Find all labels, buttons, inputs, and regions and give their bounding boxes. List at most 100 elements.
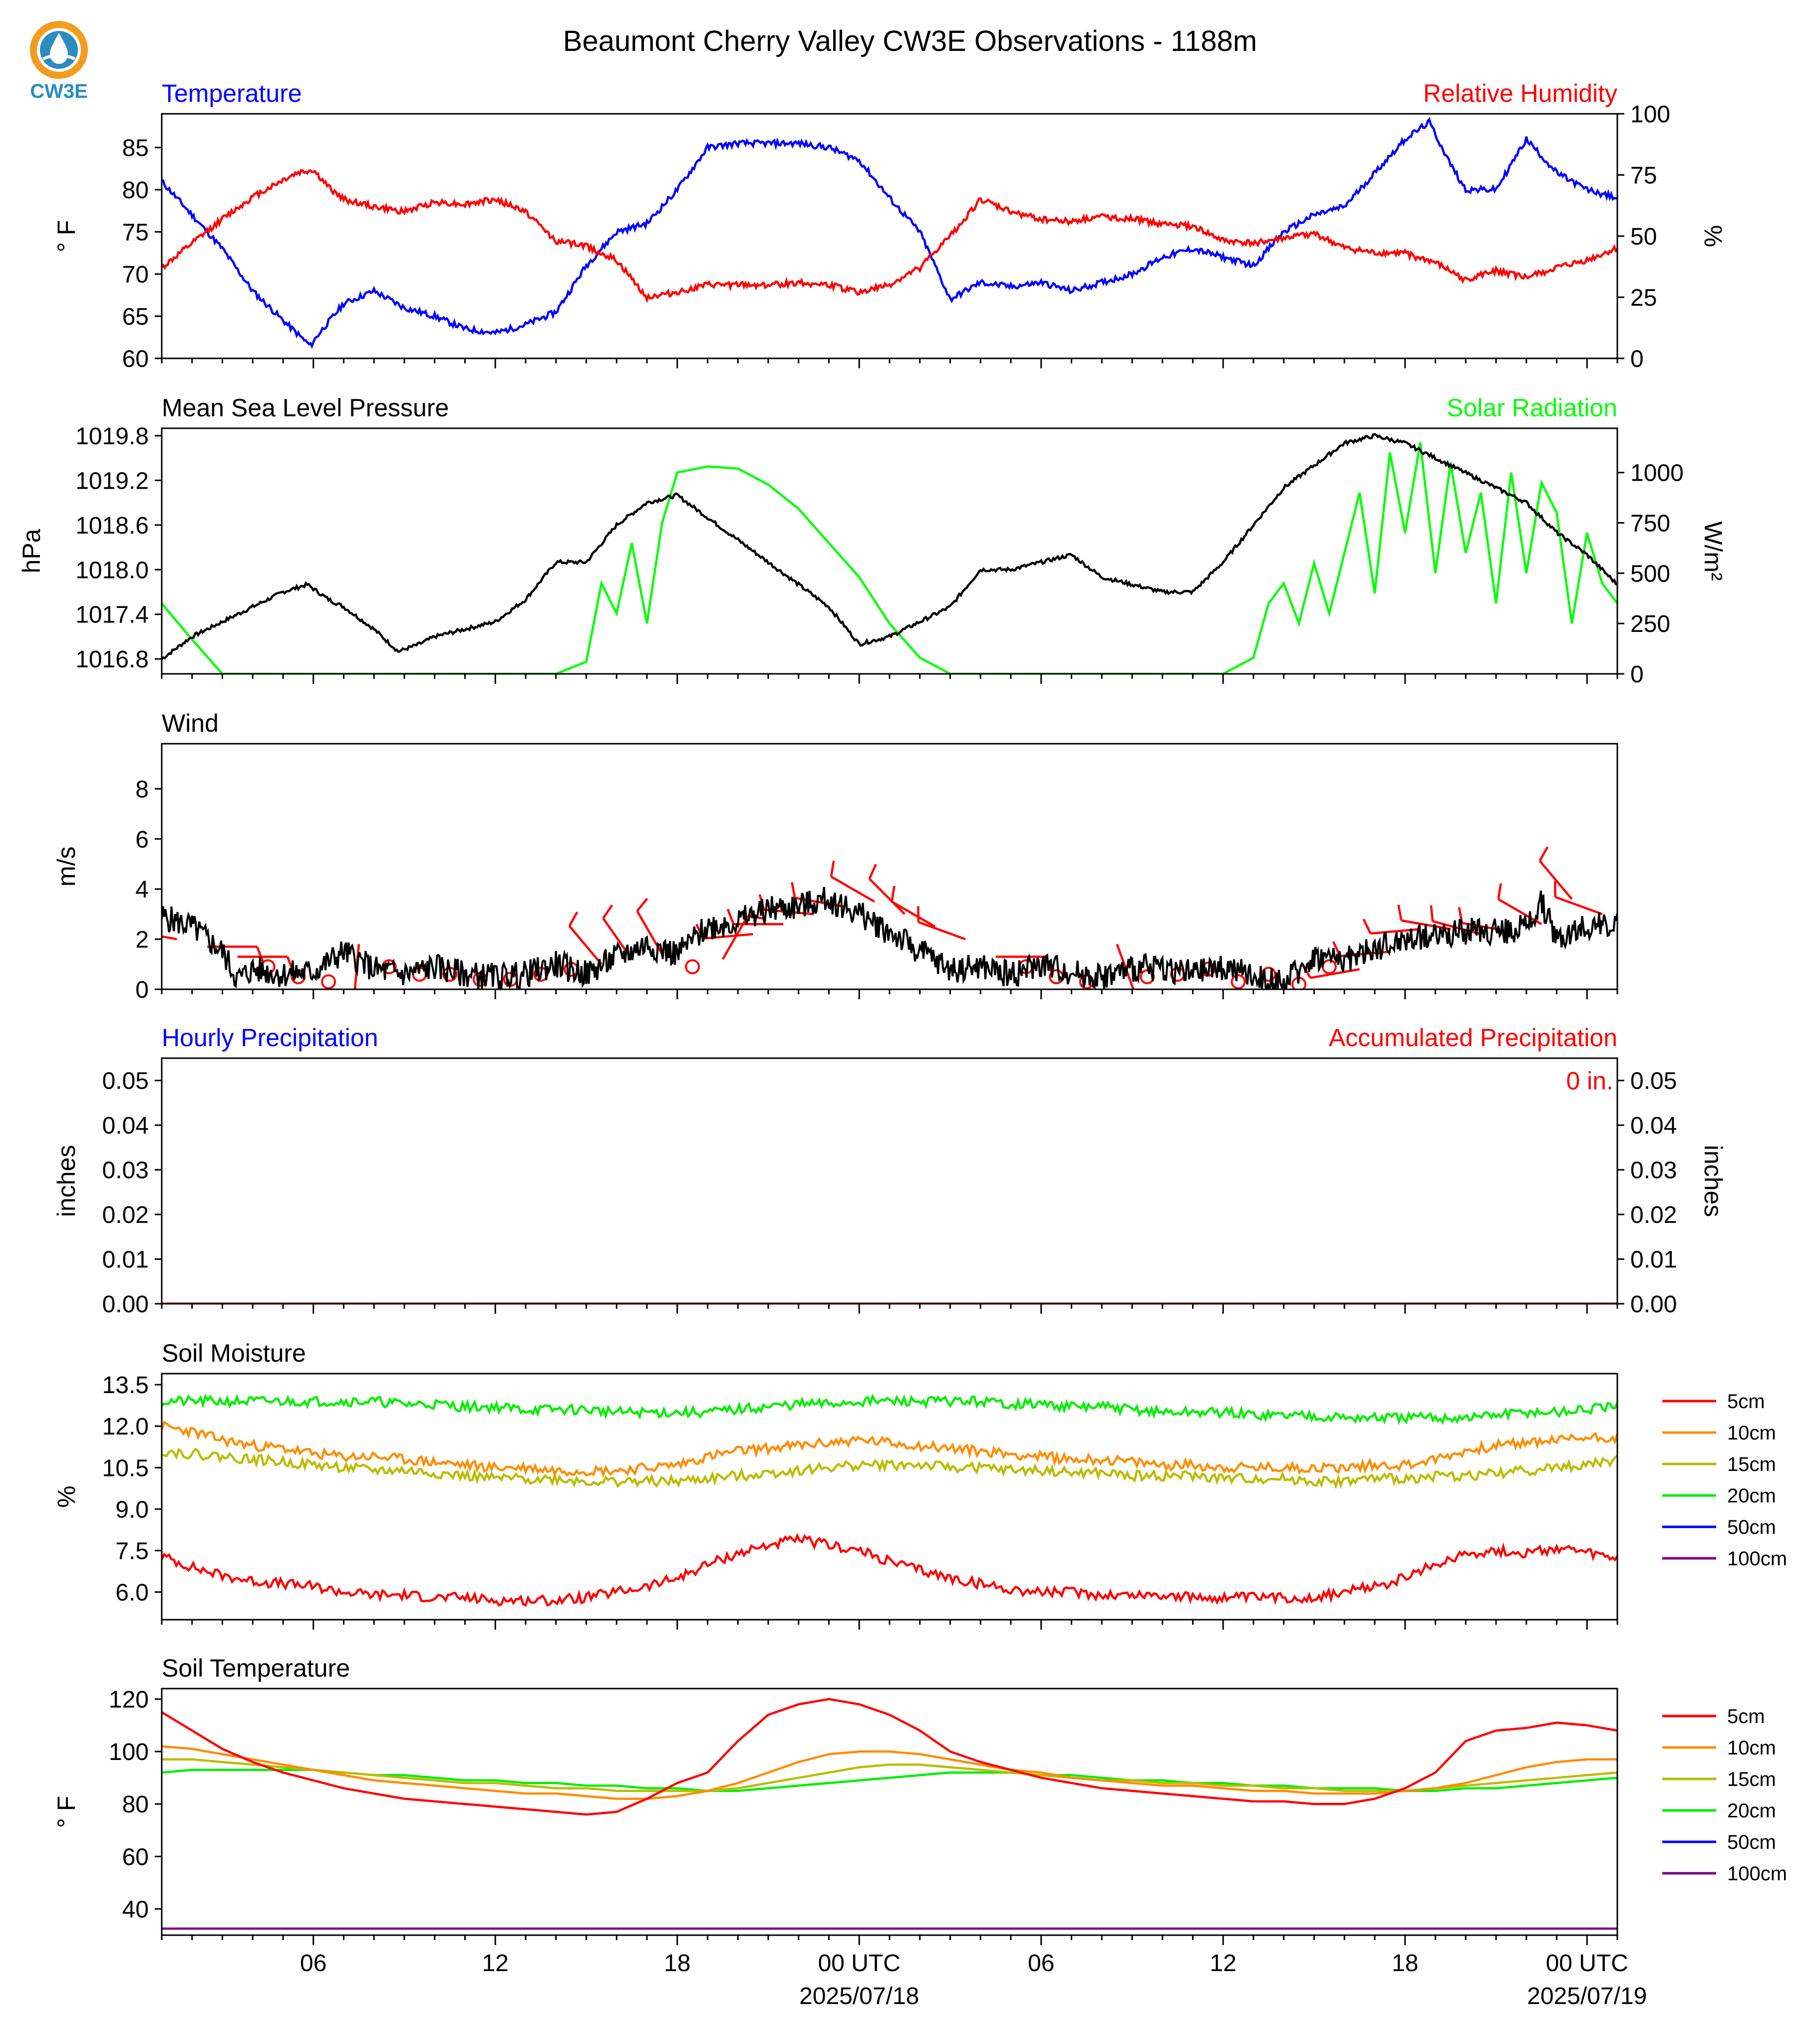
- y-tick-label: 40: [122, 1896, 149, 1923]
- y-right-axis-label: W/m²: [1699, 521, 1727, 580]
- y-tick-label: 8: [135, 776, 149, 803]
- y-tick-label: 85: [122, 135, 149, 162]
- x-tick-label: 00 UTC: [818, 1950, 901, 1977]
- y-axis-label: %: [52, 1485, 80, 1507]
- y-tick-label: 1018.0: [75, 557, 149, 583]
- y-right-tick-label: 0.01: [1630, 1247, 1677, 1273]
- plot-frame: [161, 1373, 1618, 1621]
- y-tick-label: 0.00: [102, 1291, 149, 1318]
- line-mean-sea-level-pressure: [162, 433, 1617, 660]
- wind-barb-flag: [1497, 883, 1502, 899]
- y-right-tick-label: 0.04: [1630, 1113, 1677, 1139]
- panel-title-left: Hourly Precipitation: [162, 1024, 378, 1052]
- x-tick-label: 12: [1210, 1950, 1236, 1977]
- y-tick-label: 9.0: [115, 1496, 149, 1523]
- y-tick-label: 0.03: [102, 1158, 149, 1184]
- panel-title-left: Soil Temperature: [162, 1654, 350, 1682]
- logo-wave-icon: [42, 54, 76, 60]
- legend-label: 15cm: [1727, 1768, 1776, 1790]
- panel-title-left: Wind: [162, 709, 219, 737]
- y-right-tick-label: 0.05: [1630, 1068, 1677, 1095]
- y-tick-label: 13.5: [102, 1372, 149, 1399]
- line-solar-radiation: [162, 442, 1617, 674]
- figure-title: Beaumont Cherry Valley CW3E Observations…: [563, 25, 1257, 57]
- panel-title-right: Accumulated Precipitation: [1329, 1024, 1617, 1052]
- panels-group: Temperature Relative Humidity606570758085…: [17, 79, 1787, 2010]
- y-tick-label: 70: [122, 262, 149, 288]
- y-right-tick-label: 750: [1630, 511, 1670, 537]
- x-date-label: 2025/07/19: [1527, 1983, 1647, 2010]
- y-right-tick-label: 0: [1630, 346, 1644, 372]
- legend-label: 50cm: [1727, 1516, 1776, 1538]
- y-tick-label: 7.5: [115, 1538, 149, 1565]
- wind-barb-staff: [1538, 860, 1573, 900]
- series-group: [162, 1698, 1617, 1930]
- wind-barb-flag: [256, 946, 264, 962]
- wind-barb-flag: [636, 897, 648, 912]
- wind-barb-staff: [1432, 920, 1482, 935]
- y-tick-label: 0.04: [102, 1113, 149, 1139]
- y-axis-label: hPa: [17, 529, 45, 573]
- legend-label: 100cm: [1727, 1548, 1787, 1570]
- y-tick-label: 12.0: [102, 1414, 149, 1440]
- y-tick-label: 1019.2: [75, 468, 149, 494]
- panel-title-left: Mean Sea Level Pressure: [162, 394, 449, 422]
- x-tick-label: 12: [482, 1950, 509, 1977]
- y-tick-label: 120: [109, 1687, 149, 1713]
- x-tick-label: 00 UTC: [1546, 1950, 1628, 1977]
- y-right-tick-label: 250: [1630, 611, 1670, 637]
- wind-barb-staff: [830, 875, 875, 903]
- y-tick-label: 6.0: [115, 1580, 149, 1606]
- series-group: [162, 846, 1617, 989]
- y-tick-label: 0: [135, 977, 149, 1003]
- x-tick-label: 06: [300, 1950, 326, 1977]
- panel-soil_temperature: Soil Temperature 40 60 80 100 120 ° F 5cm 10cm 15…: [52, 1654, 1787, 1945]
- wind-barb-calm: [685, 959, 700, 974]
- legend-label: 15cm: [1727, 1453, 1776, 1475]
- line-temperature: [162, 117, 1617, 349]
- line-soil-10cm: [162, 1421, 1617, 1478]
- y-tick-label: 1019.8: [75, 423, 149, 450]
- wind-barb-flag: [891, 885, 896, 902]
- y-right-axis-label: inches: [1699, 1145, 1727, 1217]
- series-group: [162, 117, 1617, 349]
- legend-label: 5cm: [1727, 1391, 1765, 1413]
- panel-precip: Hourly Precipitation Accumulated Precipit…: [52, 1024, 1727, 1318]
- plot-frame: [161, 1688, 1618, 1936]
- y-tick-label: 2: [135, 927, 149, 953]
- y-tick-label: 60: [122, 1844, 149, 1870]
- y-tick-label: 1016.8: [75, 646, 149, 673]
- line-soil-20cm: [162, 1768, 1617, 1792]
- wind-barb-staff: [568, 925, 603, 965]
- series-group: [162, 1394, 1617, 1607]
- wind-barb-flag: [1362, 918, 1372, 934]
- panel-temp_rh: Temperature Relative Humidity 60 65 70 75 80 85…: [52, 79, 1727, 372]
- y-right-tick-label: 1000: [1630, 460, 1684, 487]
- plot-frame: [161, 743, 1618, 990]
- wind-barb-staff: [1554, 896, 1603, 915]
- legend-label: 10cm: [1727, 1737, 1776, 1759]
- legend-label: 20cm: [1727, 1485, 1776, 1507]
- panel-title-right: Relative Humidity: [1423, 79, 1617, 107]
- y-tick-label: 80: [122, 1791, 149, 1818]
- wind-barb-flag: [830, 861, 835, 877]
- series-group: [162, 433, 1617, 674]
- y-right-tick-label: 75: [1630, 163, 1657, 189]
- wind-barb-staff: [162, 935, 177, 940]
- plot-frame: [161, 1057, 1618, 1305]
- y-right-tick-label: 0.02: [1630, 1202, 1677, 1228]
- legend-label: 10cm: [1727, 1422, 1776, 1444]
- legend-label: 5cm: [1727, 1706, 1765, 1728]
- y-tick-label: 1017.4: [75, 602, 149, 628]
- y-right-tick-label: 25: [1630, 285, 1657, 311]
- y-tick-label: 10.5: [102, 1455, 149, 1481]
- line-soil-5cm: [162, 1533, 1617, 1607]
- logo-text: CW3E: [30, 80, 88, 102]
- y-tick-label: 0.05: [102, 1068, 149, 1095]
- y-tick-label: 100: [109, 1739, 149, 1765]
- y-tick-label: 6: [135, 827, 149, 853]
- wind-barb-flag: [726, 908, 735, 925]
- wind-barb-flag: [1430, 905, 1434, 921]
- panel-soil_moisture: Soil Moisture 6.0 7.5 9.0 10.5 12.0 13.5% 5cm 10…: [52, 1339, 1787, 1630]
